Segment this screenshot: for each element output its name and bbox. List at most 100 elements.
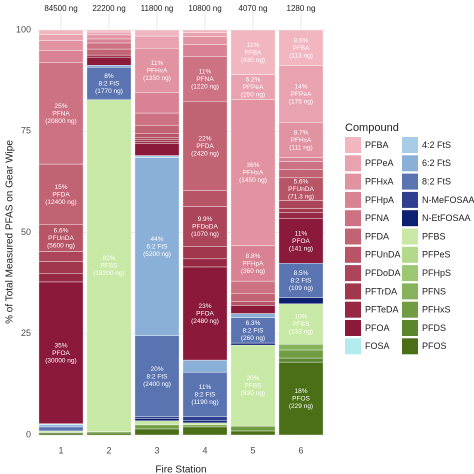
legend-label: PFOA xyxy=(365,323,390,333)
value-label: 20% PFBS (830 ng) xyxy=(241,375,265,397)
bar-segment xyxy=(182,101,228,191)
value-label: 44% 6:2 FtS (5200 ng) xyxy=(143,236,171,258)
y-axis-title: % of Total Measured PFAS on Gear Wipe xyxy=(5,140,16,324)
legend-swatch xyxy=(345,246,361,263)
legend-swatch xyxy=(345,173,361,190)
value-label-line: 6.6% xyxy=(54,227,69,234)
bar-segment xyxy=(182,359,228,373)
bar-segment xyxy=(134,157,180,336)
value-label-line: 35% xyxy=(54,342,67,349)
bar-segment xyxy=(230,425,276,432)
value-label-line: 8.5% xyxy=(294,270,309,277)
value-label-line: PFDA xyxy=(52,191,70,198)
value-label-line: (113 ng) xyxy=(289,52,313,59)
bar-segment xyxy=(182,32,228,37)
value-label-line: PFBS xyxy=(293,321,311,328)
legend-swatch xyxy=(402,320,418,336)
bar-segment xyxy=(38,426,84,432)
bar-segment xyxy=(182,246,228,260)
bar-segment xyxy=(230,305,276,314)
legend-label: PFUnDA xyxy=(365,250,401,260)
legend-label: FOSA xyxy=(365,341,390,351)
value-label-line: (360 ng) xyxy=(241,267,265,274)
bar-segment xyxy=(278,29,324,66)
bar-segment xyxy=(134,155,180,158)
value-label-line: 18% xyxy=(294,388,307,395)
value-label-line: 11% xyxy=(295,230,308,237)
value-label-line: 8:2 FtS xyxy=(195,391,217,398)
value-label: 18% PFOS (229 ng) xyxy=(289,388,313,410)
bar-segment xyxy=(86,48,132,56)
x-tick-label: 4 xyxy=(202,445,207,455)
legend-label: PFDoDA xyxy=(365,268,401,278)
legend-swatch xyxy=(345,228,361,245)
bar-segment xyxy=(278,357,324,363)
bar-segment xyxy=(278,263,324,298)
value-label: 8.7% PFHxA (111 ng) xyxy=(289,129,312,151)
value-label: 23% PFOA (2480 ng) xyxy=(191,303,219,325)
value-label: 6.2% PFPeA (250 ng) xyxy=(241,76,265,98)
legend-label: PFDS xyxy=(422,323,446,333)
value-label-line: (133 ng) xyxy=(289,328,313,335)
value-label-line: (1350 ng) xyxy=(143,75,171,82)
value-label-line: 9.9% xyxy=(198,216,213,223)
bar-segment xyxy=(86,67,132,100)
bar-total-label: 84500 ng xyxy=(44,4,77,13)
legend-label: PFBS xyxy=(422,231,446,241)
bar-segment xyxy=(134,133,180,138)
value-label-line: PFBA xyxy=(245,49,263,56)
bar-segment xyxy=(86,432,132,436)
value-label-line: PFHxA xyxy=(291,137,312,144)
bar-segment xyxy=(182,206,228,247)
bar-segment xyxy=(230,280,276,294)
legend-label: PFOS xyxy=(422,341,447,351)
value-label-line: (1450 ng) xyxy=(239,177,267,184)
value-label-line: 22% xyxy=(198,135,211,142)
bar-segment xyxy=(86,56,132,66)
value-label-line: 20% xyxy=(246,375,259,382)
legend-label: PFNA xyxy=(365,213,389,223)
bar-segment xyxy=(230,29,276,75)
y-tick-label: 0 xyxy=(26,429,31,439)
legend-swatch xyxy=(402,155,418,172)
value-label-line: (30000 ng) xyxy=(45,357,76,364)
bar-segment xyxy=(182,372,228,417)
value-label-line: (1770 ng) xyxy=(95,88,123,95)
legend-swatch xyxy=(345,210,361,227)
value-label: 11% PFHxA (1350 ng) xyxy=(143,60,171,82)
legend-swatch xyxy=(402,283,418,300)
value-label: 14% PFPeA (175 ng) xyxy=(289,83,313,105)
value-label: 8.5% 8:2 FtS (109 ng) xyxy=(289,270,313,292)
bar-segment xyxy=(86,31,132,36)
value-label-line: (5200 ng) xyxy=(143,251,171,258)
value-label-line: (2480 ng) xyxy=(191,318,219,325)
x-tick-label: 1 xyxy=(58,445,63,455)
bar-segment xyxy=(230,245,276,282)
legend-swatch xyxy=(402,191,418,208)
value-label-line: 6.2% xyxy=(246,76,261,83)
legend-swatch xyxy=(402,228,418,245)
y-tick-label: 25 xyxy=(21,328,31,338)
legend-swatch xyxy=(402,246,418,263)
value-label-line: (1070 ng) xyxy=(191,231,219,238)
x-tick-label: 5 xyxy=(250,445,255,455)
bar-segment xyxy=(182,416,228,422)
value-label-line: (2400 ng) xyxy=(143,380,171,387)
value-label-line: 11% xyxy=(199,68,212,75)
legend-label: PFTrDA xyxy=(365,286,397,296)
legend-swatch xyxy=(345,265,361,282)
value-label: 25% PFNA (20800 ng) xyxy=(45,103,76,125)
value-label-line: 8:2 FtS xyxy=(291,277,313,284)
value-label: 8% 8:2 FtS (1770 ng) xyxy=(95,73,123,95)
y-tick-label: 50 xyxy=(21,227,31,237)
value-label: 6.3% 8:2 FtS (260 ng) xyxy=(241,320,265,342)
bar-segment xyxy=(230,293,276,302)
bar-segment xyxy=(278,65,324,123)
legend-title: Compound xyxy=(345,122,399,134)
legend-label: PFHpA xyxy=(365,195,394,205)
value-label: 11% PFNA (1220 ng) xyxy=(191,68,219,90)
bar-segment xyxy=(278,200,324,209)
legend-swatch xyxy=(402,173,418,190)
legend-swatch xyxy=(402,301,418,318)
value-label-line: 20% xyxy=(150,365,163,372)
